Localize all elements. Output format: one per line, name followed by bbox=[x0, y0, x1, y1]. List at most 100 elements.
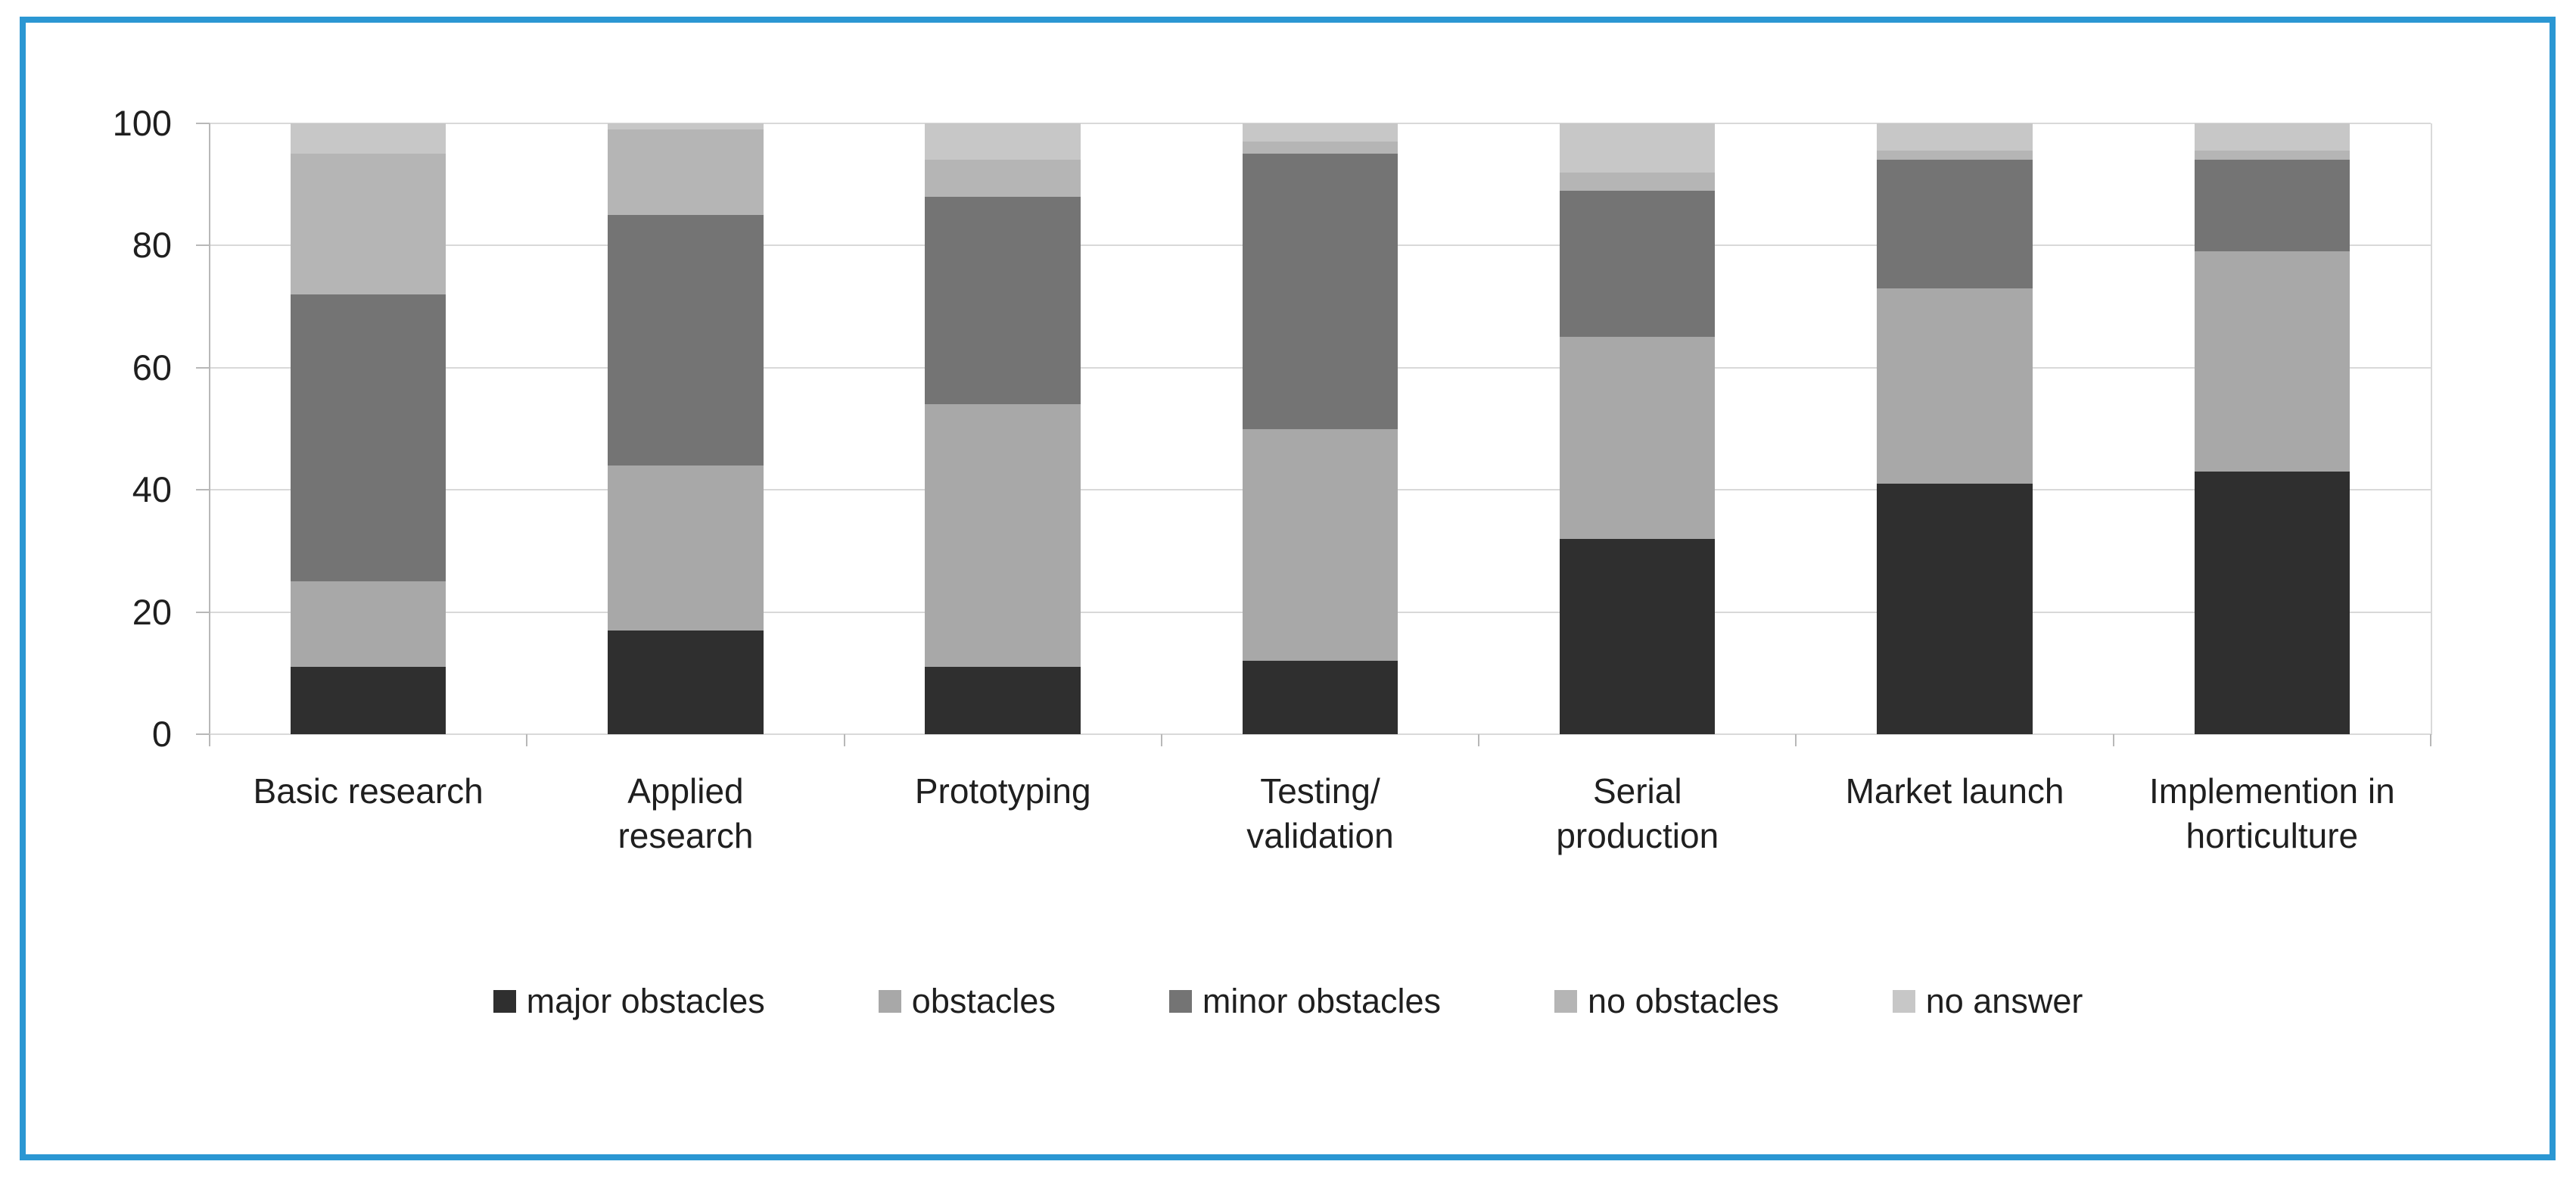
bar-segment-obstacles bbox=[925, 404, 1081, 668]
x-axis-ticks bbox=[209, 734, 2431, 746]
legend: major obstacles obstacles minor obstacles n… bbox=[0, 981, 2576, 1022]
legend-swatch-no-obstacles bbox=[1554, 990, 1578, 1013]
legend-label: no answer bbox=[1925, 982, 2083, 1020]
legend-item-major-obstacles: major obstacles bbox=[493, 981, 765, 1022]
bar-segment-no-answer bbox=[2194, 123, 2350, 151]
bar-column-applied-research bbox=[527, 123, 844, 734]
legend-swatch-major-obstacles bbox=[493, 990, 516, 1013]
bar-stack bbox=[925, 123, 1081, 734]
y-axis-tick bbox=[196, 123, 210, 124]
x-axis-tick bbox=[1160, 734, 1162, 746]
y-axis-tick-label: 20 bbox=[132, 591, 172, 632]
y-axis-tick-label: 60 bbox=[132, 347, 172, 388]
chart-frame bbox=[20, 17, 2556, 1160]
bar-segment-major-obstacles bbox=[2194, 472, 2350, 734]
legend-label: minor obstacles bbox=[1202, 982, 1442, 1020]
bar-segment-obstacles bbox=[1877, 288, 2033, 484]
bar-segment-major-obstacles bbox=[1560, 538, 1716, 734]
x-axis-label-serial-production: Serial production bbox=[1479, 769, 1796, 858]
bar-segment-no-obstacles bbox=[1877, 151, 2033, 160]
y-axis-tick-label: 40 bbox=[132, 469, 172, 510]
x-axis-label-line: production bbox=[1556, 816, 1719, 855]
x-axis-tick bbox=[843, 734, 845, 746]
bar-segment-obstacles bbox=[608, 465, 764, 631]
legend-item-obstacles: obstacles bbox=[878, 981, 1056, 1022]
y-axis-labels: 100 80 60 40 20 0 bbox=[0, 103, 172, 754]
bar-segment-major-obstacles bbox=[290, 667, 446, 734]
bar-segment-no-answer bbox=[925, 123, 1081, 160]
bar-stack bbox=[2194, 123, 2350, 734]
legend-swatch-obstacles bbox=[878, 990, 901, 1013]
bar-segment-minor-obstacles bbox=[925, 196, 1081, 405]
y-axis-tick bbox=[196, 489, 210, 491]
x-axis-label-line: horticulture bbox=[2186, 816, 2359, 855]
x-axis-label-market-launch: Market launch bbox=[1796, 769, 2113, 858]
x-axis-label-line: Implemention in bbox=[2148, 771, 2395, 811]
x-axis-line bbox=[210, 733, 2432, 735]
x-axis-label-line: Market launch bbox=[1845, 771, 2064, 811]
x-axis-label-line: Prototyping bbox=[914, 771, 1091, 811]
bar-segment-major-obstacles bbox=[608, 630, 764, 734]
x-axis-label-basic-research: Basic research bbox=[210, 769, 527, 858]
bar-column-basic-research bbox=[210, 123, 527, 734]
x-axis-tick bbox=[526, 734, 528, 746]
x-axis-label-testing-validation: Testing/validation bbox=[1162, 769, 1479, 858]
legend-swatch-minor-obstacles bbox=[1168, 990, 1192, 1013]
bar-segment-obstacles bbox=[290, 581, 446, 668]
bar-stack bbox=[290, 123, 446, 734]
x-axis-label-line: Serial bbox=[1592, 771, 1682, 811]
x-axis-label-line: Applied bbox=[627, 771, 744, 811]
y-axis-tick-label: 100 bbox=[112, 103, 172, 143]
x-axis-label-line: research bbox=[618, 816, 754, 855]
legend-label: no obstacles bbox=[1588, 982, 1779, 1020]
y-axis-line bbox=[209, 123, 210, 746]
plot-right-border bbox=[2431, 123, 2432, 735]
legend-label: obstacles bbox=[911, 982, 1056, 1020]
bar-segment-minor-obstacles bbox=[608, 215, 764, 466]
bar-column-prototyping bbox=[845, 123, 1162, 734]
y-axis-tick bbox=[196, 611, 210, 613]
legend-item-no-obstacles: no obstacles bbox=[1554, 981, 1779, 1022]
bar-segment-no-obstacles bbox=[290, 154, 446, 294]
bar-segment-no-obstacles bbox=[1560, 172, 1716, 191]
y-axis-tick bbox=[196, 366, 210, 369]
bar-segment-minor-obstacles bbox=[1560, 190, 1716, 338]
legend-item-no-answer: no answer bbox=[1892, 981, 2083, 1022]
x-axis-label-line: Basic research bbox=[253, 771, 484, 811]
bar-stack bbox=[1877, 123, 2033, 734]
bar-segment-obstacles bbox=[1242, 428, 1398, 662]
bar-column-implemention-in-horticulture bbox=[2114, 123, 2431, 734]
x-axis-label-line: Testing/ bbox=[1260, 771, 1380, 811]
x-axis-labels: Basic research Applied research Prototyping… bbox=[210, 769, 2431, 858]
bar-segment-obstacles bbox=[2194, 251, 2350, 472]
bar-segment-no-answer bbox=[1242, 123, 1398, 142]
legend-label: major obstacles bbox=[526, 982, 765, 1020]
bar-segment-no-obstacles bbox=[925, 160, 1081, 197]
y-axis-ticks bbox=[196, 123, 210, 735]
x-axis-tick bbox=[1478, 734, 1480, 746]
bar-stack bbox=[1560, 123, 1716, 734]
bar-stack bbox=[608, 123, 764, 734]
bar-segment-minor-obstacles bbox=[1242, 154, 1398, 429]
legend-item-minor-obstacles: minor obstacles bbox=[1168, 981, 1442, 1022]
x-axis-tick bbox=[209, 734, 210, 746]
bar-segment-no-answer bbox=[1560, 123, 1716, 173]
x-axis-tick bbox=[1795, 734, 1797, 746]
x-axis-label-implemention-in-horticulture: Implemention in horticulture bbox=[2114, 769, 2431, 858]
bar-column-market-launch bbox=[1796, 123, 2113, 734]
legend-swatch-no-answer bbox=[1892, 990, 1915, 1013]
bar-segment-minor-obstacles bbox=[1877, 160, 2033, 288]
bar-column-testing-validation bbox=[1162, 123, 1479, 734]
bar-column-serial-production bbox=[1479, 123, 1796, 734]
bar-segment-no-obstacles bbox=[1242, 142, 1398, 154]
y-axis-tick bbox=[196, 244, 210, 247]
bar-stack bbox=[1242, 123, 1398, 734]
y-axis-tick bbox=[196, 733, 210, 735]
bar-segment-obstacles bbox=[1560, 337, 1716, 539]
bar-segment-no-answer bbox=[1877, 123, 2033, 151]
gridline bbox=[210, 123, 2431, 124]
bar-segment-major-obstacles bbox=[1242, 661, 1398, 734]
x-axis-tick bbox=[2112, 734, 2114, 746]
bar-segment-minor-obstacles bbox=[2194, 160, 2350, 252]
